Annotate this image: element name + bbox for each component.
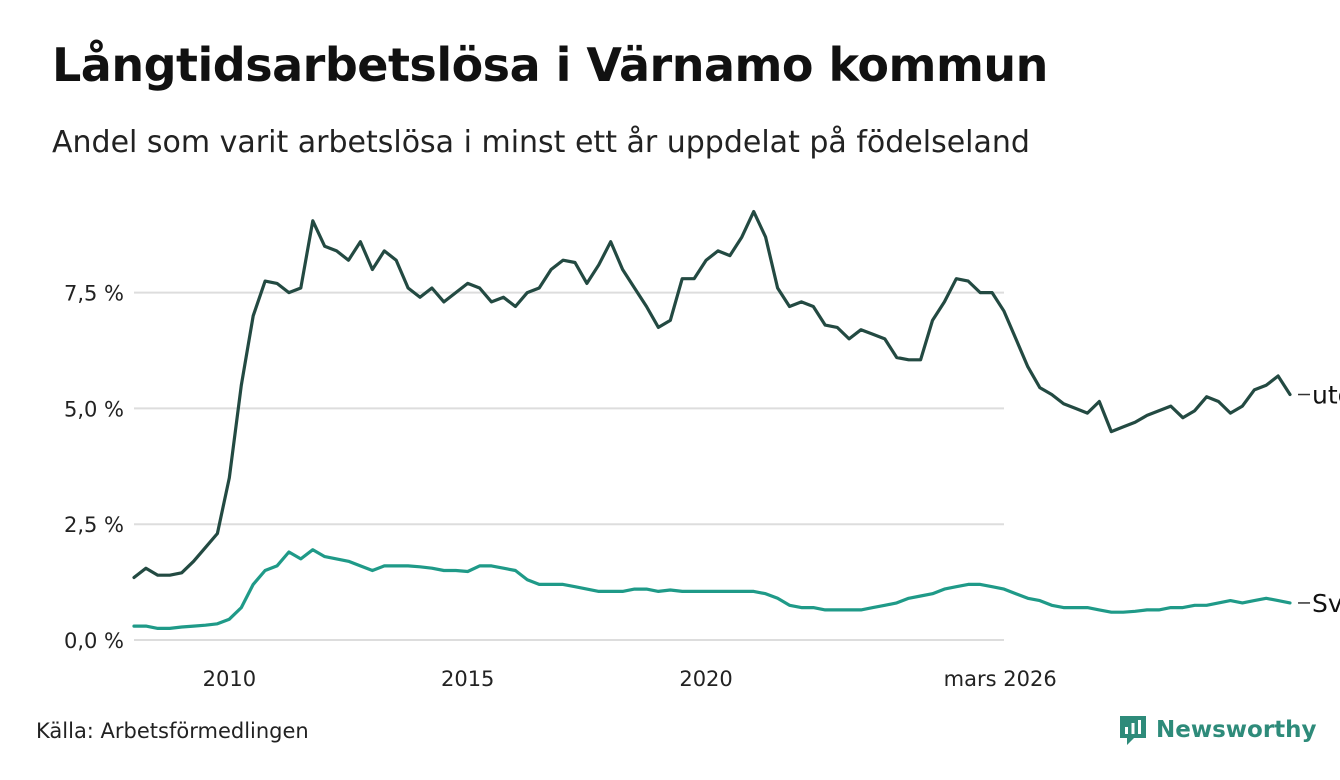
series-line-utomlands [132, 210, 1292, 580]
x-tick-label: mars 2026 [944, 667, 1057, 691]
end-label-sverige: Sverige: 0,8 % [1312, 589, 1340, 618]
x-tick-label: 2020 [679, 667, 732, 691]
series-end-labels: utomlands: 5,2 % Sverige: 0,8 % [1298, 381, 1340, 618]
chart-subtitle: Andel som varit arbetslösa i minst ett å… [52, 125, 1030, 160]
end-label-utomlands: utomlands: 5,2 % [1312, 381, 1340, 410]
newsworthy-logo: Newsworthy [1118, 714, 1317, 746]
newsworthy-wordmark: Newsworthy [1156, 717, 1317, 743]
x-axis-ticks: 2010 2015 2020 mars 2026 [203, 667, 1057, 691]
gridlines [134, 291, 1004, 641]
y-axis-ticks: 0,0 % 2,5 % 5,0 % 7,5 % [64, 282, 124, 653]
y-tick-label: 5,0 % [64, 397, 124, 421]
chart-title: Långtidsarbetslösa i Värnamo kommun [52, 38, 1048, 92]
y-tick-label: 7,5 % [64, 282, 124, 306]
x-tick-label: 2010 [203, 667, 256, 691]
source-note: Källa: Arbetsförmedlingen [36, 719, 309, 743]
series-line-sverige [132, 548, 1292, 630]
series-lines [132, 210, 1292, 630]
y-tick-label: 2,5 % [64, 513, 124, 537]
newsworthy-icon [1120, 716, 1146, 745]
x-tick-label: 2015 [441, 667, 494, 691]
y-tick-label: 0,0 % [64, 629, 124, 653]
